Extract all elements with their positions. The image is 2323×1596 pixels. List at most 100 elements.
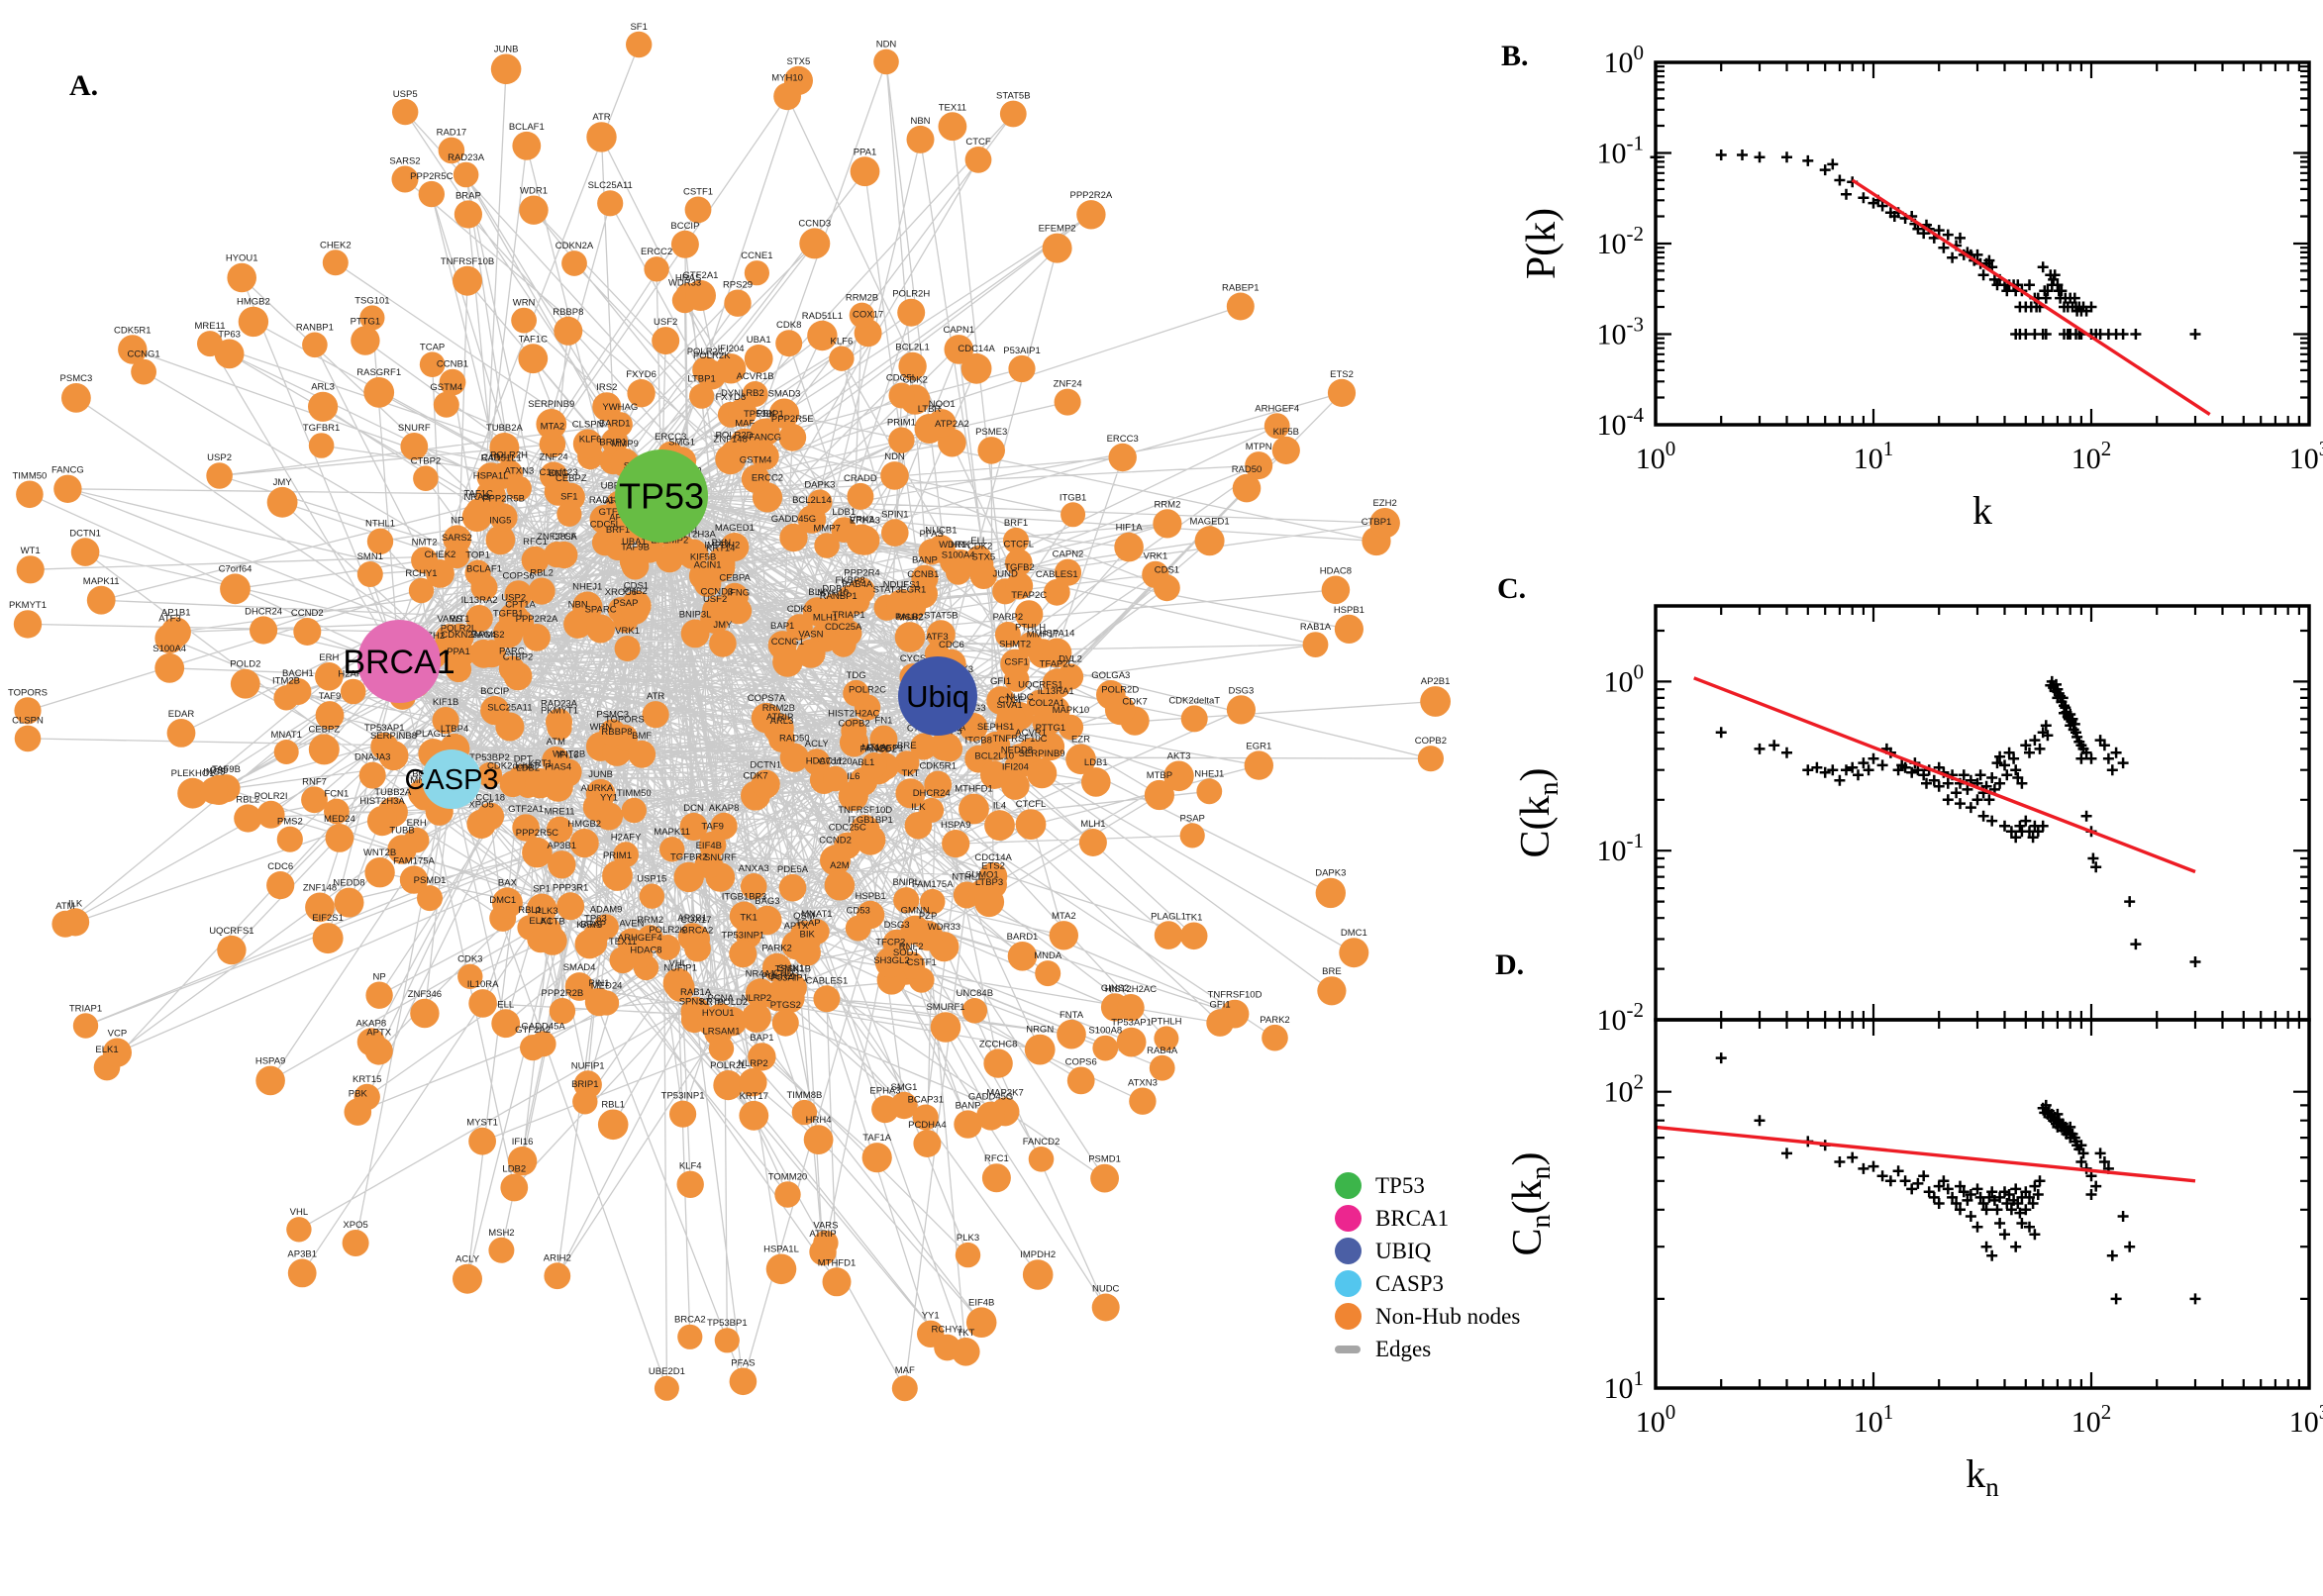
network-node-label: SMAD3 (768, 388, 801, 399)
network-node (708, 1036, 735, 1061)
network-node-label: RRM2 (637, 915, 663, 926)
fit-line (1655, 1125, 2196, 1183)
network-node-label: TGFB1 (493, 608, 524, 619)
network-node-label: ZCCHC8 (979, 1039, 1018, 1049)
network-node-label: RRM2B (846, 293, 878, 304)
network-node-label: SERPINB8 (370, 731, 417, 742)
network-node-label: SIVA1 (996, 700, 1022, 711)
network-node (1271, 436, 1300, 464)
network-node-label: RABEP1 (1222, 283, 1260, 294)
network-node-label: AVEN (619, 919, 644, 930)
network-node (830, 631, 857, 657)
network-node (836, 584, 864, 613)
network-node-label: POLR2I (761, 971, 795, 982)
network-node-label: TP53BP2 (469, 752, 510, 763)
network-node-label: USF2 (654, 317, 677, 328)
network-node-label: BRCA2 (682, 926, 714, 937)
network-node-label: NP (372, 972, 385, 983)
network-node-label: SH3GL2 (873, 955, 909, 966)
network-node (807, 320, 838, 351)
network-node (439, 368, 466, 396)
network-node-label: ING5 (489, 515, 511, 526)
network-node-label: CCNG1 (771, 637, 804, 648)
network-node-label: WRN (589, 722, 612, 733)
network-node-label: BANP (912, 555, 938, 566)
panel-a-label: A. (69, 69, 99, 102)
network-node-label: SMN1 (778, 963, 804, 974)
network-node (813, 985, 841, 1013)
network-node (1005, 572, 1034, 600)
network-node-label: PRIM1 (887, 418, 916, 429)
network-node-label: AP3B1 (287, 1249, 317, 1260)
network-node (1153, 509, 1182, 539)
network-node (739, 1068, 767, 1097)
network-node (751, 702, 782, 734)
network-node-label: HSPA14 (1040, 629, 1075, 640)
network-node (860, 751, 888, 779)
network-node (779, 523, 808, 552)
axis-tick-label: 100 (1636, 437, 1676, 475)
network-node (256, 800, 285, 829)
network-node-label: C4R (481, 452, 500, 463)
network-node-label: POLR2D (715, 430, 753, 441)
network-node (873, 49, 899, 75)
network-node-label: TKT (957, 1328, 974, 1339)
network-node (898, 351, 927, 381)
network-node (504, 580, 533, 609)
network-node (677, 923, 707, 951)
network-node (1065, 744, 1096, 775)
network-node-label: CDK5R1 (919, 761, 957, 772)
network-node (689, 383, 715, 409)
network-node-label: LRSAM1 (702, 1026, 740, 1037)
network-node (888, 382, 915, 409)
network-node (554, 316, 583, 346)
network-node-label: AP2B1 (677, 913, 707, 924)
network-node (843, 679, 869, 707)
network-node-label: PLAGL1 (1151, 911, 1186, 922)
network-node (1042, 233, 1072, 263)
network-node-label: ACIN1 (694, 560, 722, 571)
network-node (315, 662, 344, 691)
network-node-label: ETS2 (1330, 369, 1354, 380)
network-node (741, 1002, 771, 1033)
network-node (495, 712, 525, 742)
network-node (790, 921, 818, 948)
network-node (900, 915, 930, 946)
network-node-label: TOPORS (8, 687, 48, 698)
network-node (1263, 413, 1290, 440)
network-node (1339, 938, 1369, 968)
network-node-label: BAP1 (750, 1033, 773, 1044)
network-node-label: POLR2C (687, 347, 725, 357)
hub-node-ubiq (898, 656, 977, 736)
network-node (779, 743, 809, 772)
network-node-label: XPO5 (468, 800, 493, 811)
scatter-points (1715, 675, 2201, 967)
network-node (846, 524, 877, 555)
network-node-label: COPS6 (1065, 1057, 1097, 1068)
network-node-label: RAD51L1 (802, 311, 843, 322)
network-node-label: TP53INP1 (721, 930, 764, 941)
network-node-label: KRT17 (740, 1091, 768, 1102)
network-node (593, 914, 619, 940)
plot-frame (1654, 1018, 2311, 1390)
network-node-label: RFC1 (523, 537, 548, 548)
network-node-label: ATF3 (158, 614, 181, 625)
network-node (880, 461, 909, 490)
network-node (881, 519, 909, 547)
network-node-label: RRM2B (762, 703, 795, 714)
legend-item-brca1: BRCA1 (1335, 1202, 1520, 1235)
network-node (400, 433, 429, 460)
network-node-label: PALB2 (895, 612, 924, 623)
network-node-label: PPP2R2A (1070, 190, 1113, 201)
network-node-label: CLSPN (572, 420, 604, 431)
network-node-label: POLR2I (254, 791, 288, 802)
network-node (938, 112, 967, 142)
network-node-label: CTCFL (1003, 540, 1034, 550)
network-node (485, 525, 516, 555)
network-node (680, 619, 710, 648)
network-node-label: H2AFY (611, 832, 642, 843)
network-node-label: RBL2 (236, 794, 259, 805)
network-node-label: NRAS (463, 492, 489, 503)
network-node-label: MLH1 (1080, 819, 1105, 830)
network-node-label: GADD45G (771, 514, 816, 525)
